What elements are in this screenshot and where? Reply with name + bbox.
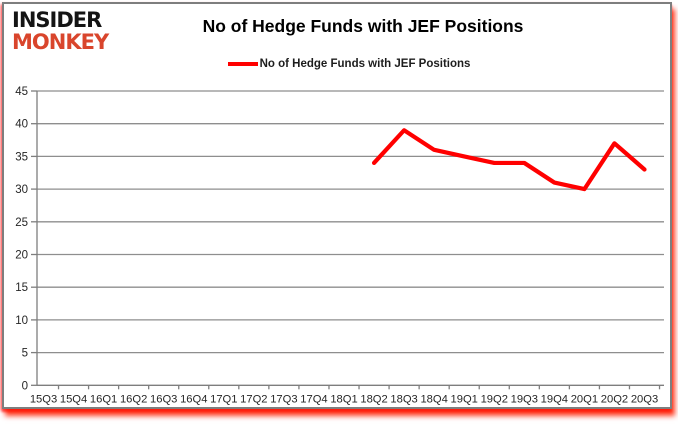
axis-ticks [31,90,661,390]
x-tick-label: 17Q3 [270,393,297,405]
y-tick-label: 30 [15,184,28,196]
series-line [371,128,647,192]
x-tick-label: 18Q4 [420,393,447,405]
gridlines [37,90,664,354]
x-tick-label: 16Q4 [180,393,207,405]
x-tick-label: 19Q1 [451,393,478,405]
y-tick-label: 20 [15,250,28,262]
y-tick-label: 40 [15,119,28,131]
x-tick-label: 18Q1 [330,393,357,405]
legend-label: No of Hedge Funds with JEF Positions [259,58,471,70]
y-tick-label: 25 [15,217,28,229]
logo-line-insider: INSIDER [12,8,102,32]
x-tick-label: 20Q1 [571,393,598,405]
x-tick-label: 17Q4 [300,393,327,405]
series [371,128,647,192]
x-axis-labels: 15Q3 15Q4 16Q1 16Q2 16Q3 16Q4 17Q1 17Q2 17Q3 17Q4… [30,393,658,405]
x-tick-label: 20Q3 [631,393,658,405]
y-tick-label: 15 [15,282,28,294]
y-tick-label: 45 [15,86,28,98]
legend: No of Hedge Funds with JEF Positions [4,58,670,70]
x-tick-label: 16Q3 [150,393,177,405]
line-chart-plot: 0 5 10 15 20 25 30 35 40 45 15Q3 15Q4 16Q1 16Q2 16Q3 16… [15,86,664,405]
y-axis-labels: 0 5 10 15 20 25 30 35 40 45 [15,86,28,392]
chart-card: INSIDER MONKEY No of Hedge Funds with JE… [2,2,672,409]
x-tick-label: 19Q2 [481,393,508,405]
x-tick-label: 15Q4 [60,393,87,405]
x-tick-label: 20Q2 [601,393,628,405]
y-tick-label: 0 [22,380,28,392]
legend-line-swatch [227,62,258,66]
y-tick-label: 5 [22,348,28,360]
x-tick-label: 17Q1 [210,393,237,405]
x-tick-label: 19Q3 [511,393,538,405]
x-tick-label: 18Q2 [360,393,387,405]
insider-monkey-logo: INSIDER MONKEY [12,8,109,54]
axes [36,91,664,386]
x-tick-label: 16Q2 [120,393,147,405]
y-tick-label: 35 [15,151,28,163]
x-tick-label: 19Q4 [541,393,568,405]
x-tick-label: 18Q3 [390,393,417,405]
x-tick-label: 15Q3 [30,393,57,405]
x-tick-label: 16Q1 [90,393,117,405]
x-tick-label: 17Q2 [240,393,267,405]
chart-title: No of Hedge Funds with JEF Positions [202,16,524,36]
y-tick-label: 10 [15,315,28,327]
logo-line-monkey: MONKEY [12,30,109,54]
